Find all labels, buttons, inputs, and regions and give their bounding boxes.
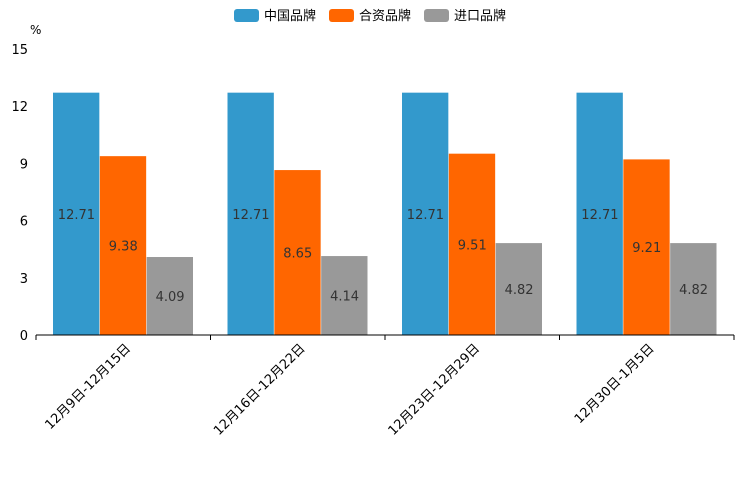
bar[interactable] (576, 92, 623, 336)
x-tick-label: 12月30日-1月5日 (572, 341, 658, 427)
x-axis: 12月9日-12月15日 12月16日-12月22日 12月23日-12月29日 12… (35, 334, 735, 439)
bars: 12.71 9.38 4.09 12.71 8.65 4.14 12.71 9.51 4.82 1… (53, 92, 717, 336)
bar-value-label: 4.82 (679, 283, 708, 298)
legend-label: 中国品牌 (264, 8, 316, 24)
x-tick-label: 12月23日-12月29日 (386, 341, 483, 438)
bar-value-label: 9.21 (632, 241, 661, 256)
bar-value-label: 8.65 (283, 247, 312, 262)
y-axis: 0 3 6 9 12 15 (11, 43, 28, 344)
y-tick-label: 12 (11, 100, 28, 115)
bar-value-label: 4.09 (156, 290, 185, 305)
bar-value-label: 9.38 (109, 240, 138, 255)
legend-swatch (329, 9, 354, 22)
legend-label: 合资品牌 (359, 8, 411, 24)
y-tick-label: 6 (20, 215, 28, 230)
legend-swatch (234, 9, 259, 22)
legend-item[interactable]: 合资品牌 (329, 8, 411, 24)
legend-swatch (424, 9, 449, 22)
bar[interactable] (402, 92, 449, 336)
bar[interactable] (146, 257, 193, 335)
bar[interactable] (227, 92, 274, 336)
bar[interactable] (53, 92, 100, 336)
bar[interactable] (321, 256, 368, 335)
bar[interactable] (274, 170, 321, 335)
x-tick-label: 12月16日-12月22日 (211, 341, 308, 438)
bar[interactable] (495, 243, 542, 335)
bar[interactable] (623, 159, 670, 335)
bar-value-label: 12.71 (232, 208, 269, 223)
bar[interactable] (670, 243, 717, 335)
bar-value-label: 4.14 (330, 290, 359, 305)
bar-value-label: 4.82 (505, 283, 534, 298)
legend: 中国品牌 合资品牌 进口品牌 (234, 8, 506, 24)
y-tick-label: 0 (20, 329, 28, 344)
bar-value-label: 9.51 (458, 238, 487, 253)
legend-item[interactable]: 中国品牌 (234, 8, 316, 24)
y-tick-label: 9 (20, 157, 28, 172)
y-tick-label: 15 (11, 43, 28, 58)
bar-value-label: 12.71 (58, 208, 95, 223)
bar[interactable] (448, 153, 496, 335)
legend-label: 进口品牌 (454, 8, 506, 24)
x-tick-label: 12月9日-12月15日 (42, 341, 134, 433)
bar[interactable] (99, 156, 147, 335)
y-tick-label: 3 (20, 272, 28, 287)
legend-item[interactable]: 进口品牌 (424, 8, 506, 24)
y-axis-unit: % (30, 23, 41, 37)
bar-value-label: 12.71 (581, 208, 618, 223)
bar-value-label: 12.71 (407, 208, 444, 223)
